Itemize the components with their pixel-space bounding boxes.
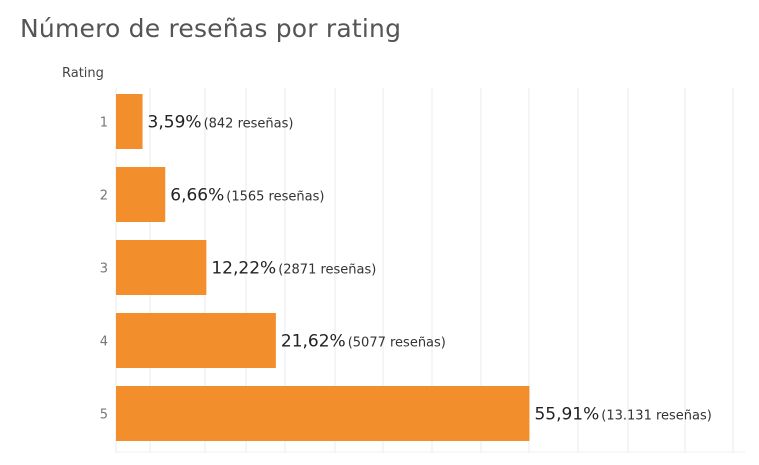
category-tick-label: 1 xyxy=(100,116,108,131)
percent-data-label: 6,66% xyxy=(170,186,224,206)
percent-data-label: 21,62% xyxy=(281,332,346,352)
percent-data-label: 55,91% xyxy=(534,405,599,425)
bar xyxy=(116,167,166,222)
chart-title: Número de reseñas por rating xyxy=(20,14,402,43)
count-data-label: (13.131 reseñas) xyxy=(601,409,712,424)
count-data-label: (842 reseñas) xyxy=(204,117,294,132)
category-tick-label: 3 xyxy=(100,262,108,277)
percent-data-label: 3,59% xyxy=(148,113,202,133)
category-tick-label: 5 xyxy=(100,408,108,423)
count-data-label: (1565 reseñas) xyxy=(226,190,324,205)
y-axis-title: Rating xyxy=(62,66,104,81)
category-tick-label: 2 xyxy=(100,189,108,204)
count-data-label: (2871 reseñas) xyxy=(278,263,376,278)
count-data-label: (5077 reseñas) xyxy=(348,336,446,351)
bars: 1 3,59% (842 reseñas) 2 6,66% (1565 reseñas) 3… xyxy=(100,94,712,441)
bar xyxy=(116,386,530,441)
percent-data-label: 12,22% xyxy=(211,259,276,279)
bar xyxy=(116,94,143,149)
category-tick-label: 4 xyxy=(100,335,108,350)
bar xyxy=(116,240,207,295)
bar xyxy=(116,313,276,368)
